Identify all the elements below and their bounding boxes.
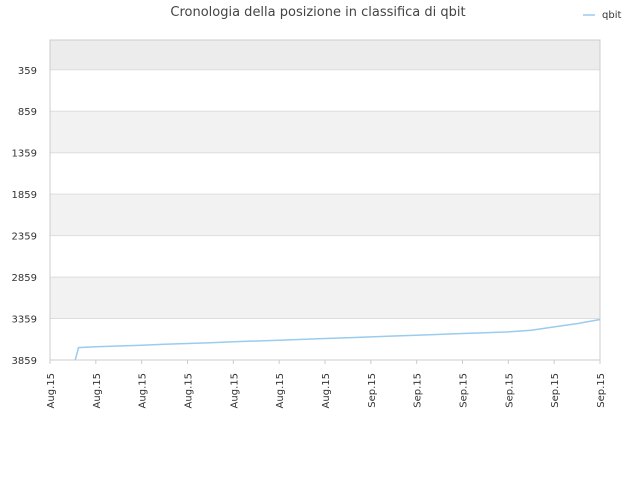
plot-band [50, 235, 600, 278]
y-tick-label: 2359 [12, 232, 37, 243]
series-line-qbit [74, 318, 601, 361]
y-axis-ticks: 359 859 1359 1859 2359 2859 3359 3859 [12, 66, 37, 367]
y-tick-label: 359 [18, 66, 37, 77]
plot-band [50, 152, 600, 195]
y-tick-label: 1359 [12, 149, 37, 160]
x-tick-label: Sep.15 [367, 373, 378, 408]
y-tick-label: 2859 [12, 273, 37, 284]
y-tick-label: 1859 [12, 190, 37, 201]
chart-title: Cronologia della posizione in classifica… [170, 5, 465, 20]
legend[interactable]: qbit [583, 10, 621, 21]
x-tick-label: Aug.15 [184, 373, 195, 408]
y-tick-label: 859 [18, 107, 37, 118]
x-tick-label: Aug.15 [138, 373, 149, 408]
x-tick-label: Aug.15 [229, 373, 240, 408]
x-axis-ticks: Aug.15 Aug.15 Aug.15 Aug.15 Aug.15 Aug.15 Aug.… [46, 360, 607, 408]
x-tick-label: Sep.15 [596, 373, 607, 408]
x-tick-label: Sep.15 [459, 373, 470, 408]
y-tick-label: 3359 [12, 315, 37, 326]
x-tick-label: Aug.15 [46, 373, 57, 408]
x-tick-label: Aug.15 [275, 373, 286, 408]
x-tick-label: Aug.15 [321, 373, 332, 408]
plot-band [50, 277, 600, 319]
series-layer [74, 318, 601, 361]
x-tick-label: Sep.15 [413, 373, 424, 408]
y-tick-label: 3859 [12, 356, 37, 367]
x-tick-label: Sep.15 [550, 373, 561, 408]
plot-bands [50, 40, 600, 360]
plot-band [50, 69, 600, 112]
plot-band [50, 194, 600, 236]
legend-label-qbit: qbit [602, 10, 621, 21]
plot-band [50, 318, 600, 360]
plot-band [50, 111, 600, 153]
plot-band-top [50, 40, 600, 70]
x-tick-label: Aug.15 [92, 373, 103, 408]
x-tick-label: Sep.15 [504, 373, 515, 408]
